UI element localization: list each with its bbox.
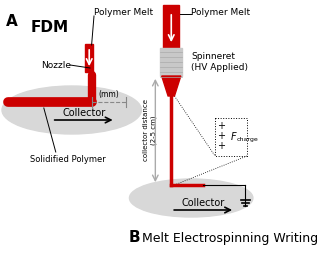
Polygon shape [162, 76, 181, 96]
Text: charge: charge [237, 138, 258, 143]
Text: Collector: Collector [181, 198, 225, 208]
Text: collector distance
(2-5 cm): collector distance (2-5 cm) [143, 99, 157, 161]
Bar [160, 48, 182, 76]
Text: +: + [217, 121, 225, 131]
Text: A: A [6, 14, 18, 29]
Text: Polymer Melt: Polymer Melt [191, 8, 250, 17]
Text: (mm): (mm) [98, 90, 119, 99]
Text: +: + [217, 141, 225, 151]
Text: FDM: FDM [30, 20, 68, 35]
Bar [163, 5, 179, 50]
Ellipse shape [2, 86, 141, 134]
Text: F: F [231, 132, 237, 142]
Text: Melt Electrospinning Writing: Melt Electrospinning Writing [142, 232, 318, 245]
Text: B: B [129, 230, 141, 245]
Text: +: + [217, 131, 225, 141]
Text: Spinneret
(HV Applied): Spinneret (HV Applied) [191, 52, 248, 72]
Text: Polymer Melt: Polymer Melt [94, 8, 153, 17]
Text: Nozzle: Nozzle [41, 60, 71, 69]
Text: Collector: Collector [62, 108, 105, 118]
Bar [85, 44, 93, 72]
Text: Solidified Polymer: Solidified Polymer [30, 155, 106, 164]
Ellipse shape [129, 179, 253, 217]
